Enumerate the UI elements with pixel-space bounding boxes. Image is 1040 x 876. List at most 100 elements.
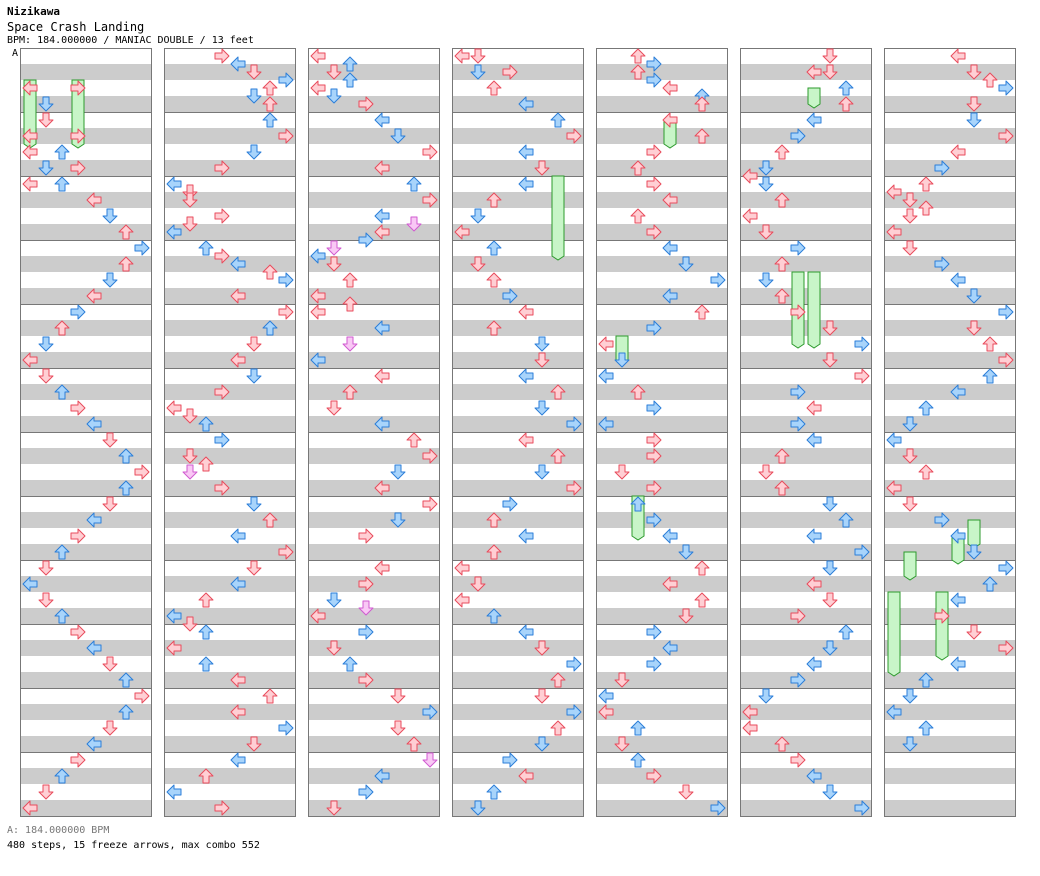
beat-stripe <box>20 704 152 720</box>
red-arrow <box>534 640 550 656</box>
beat-stripe <box>20 464 152 480</box>
beat-stripe <box>308 736 440 752</box>
blue-arrow <box>662 528 678 544</box>
freeze-arrow <box>967 519 981 549</box>
beat-stripe <box>884 752 1016 768</box>
beat-stripe <box>452 208 584 224</box>
red-arrow <box>102 496 118 512</box>
red-arrow <box>70 528 86 544</box>
beat-stripe <box>596 592 728 608</box>
beat-stripe <box>164 560 296 576</box>
beat-stripe <box>884 672 1016 688</box>
red-arrow <box>214 800 230 816</box>
red-arrow <box>518 432 534 448</box>
beat-stripe <box>308 192 440 208</box>
beat-stripe <box>596 784 728 800</box>
beat-stripe <box>740 544 872 560</box>
red-arrow <box>230 352 246 368</box>
beat-stripe <box>884 560 1016 576</box>
red-arrow <box>182 216 198 232</box>
beat-stripe <box>740 800 872 816</box>
beat-stripe <box>740 672 872 688</box>
blue-arrow <box>390 128 406 144</box>
red-arrow <box>950 144 966 160</box>
blue-arrow <box>630 752 646 768</box>
red-arrow <box>662 576 678 592</box>
beat-stripe <box>308 112 440 128</box>
beat-stripe <box>164 208 296 224</box>
red-arrow <box>806 400 822 416</box>
beat-stripe <box>740 560 872 576</box>
beat-stripe <box>308 160 440 176</box>
red-arrow <box>310 304 326 320</box>
red-arrow <box>374 560 390 576</box>
red-arrow <box>70 128 86 144</box>
beat-stripe <box>740 704 872 720</box>
beat-stripe <box>452 112 584 128</box>
blue-arrow <box>646 320 662 336</box>
red-arrow <box>454 592 470 608</box>
blue-arrow <box>614 352 630 368</box>
beat-stripe <box>596 160 728 176</box>
beat-stripe <box>452 640 584 656</box>
blue-arrow <box>230 56 246 72</box>
red-arrow <box>118 224 134 240</box>
blue-arrow <box>758 272 774 288</box>
beat-stripe <box>164 800 296 816</box>
beat-stripe <box>740 256 872 272</box>
beat-stripe <box>884 304 1016 320</box>
red-arrow <box>470 48 486 64</box>
red-arrow <box>310 288 326 304</box>
red-arrow <box>742 704 758 720</box>
column-border <box>596 48 728 817</box>
beat-stripe <box>308 128 440 144</box>
red-arrow <box>998 352 1014 368</box>
beat-stripe <box>308 304 440 320</box>
beat-stripe <box>452 80 584 96</box>
beat-stripe <box>596 112 728 128</box>
red-arrow <box>166 640 182 656</box>
step-statistics: 480 steps, 15 freeze arrows, max combo 5… <box>7 840 260 851</box>
red-arrow <box>422 496 438 512</box>
red-arrow <box>454 48 470 64</box>
red-arrow <box>134 688 150 704</box>
beat-stripe <box>164 144 296 160</box>
beat-stripe <box>884 320 1016 336</box>
red-arrow <box>422 144 438 160</box>
red-arrow <box>262 688 278 704</box>
red-arrow <box>774 480 790 496</box>
red-arrow <box>326 400 342 416</box>
beat-stripe <box>884 64 1016 80</box>
red-arrow <box>614 736 630 752</box>
blue-arrow <box>246 144 262 160</box>
blue-arrow <box>230 576 246 592</box>
blue-arrow <box>854 800 870 816</box>
red-arrow <box>806 576 822 592</box>
beat-stripe <box>164 512 296 528</box>
beat-stripe <box>20 400 152 416</box>
beat-stripe <box>596 224 728 240</box>
red-arrow <box>886 480 902 496</box>
blue-arrow <box>326 592 342 608</box>
red-arrow <box>694 128 710 144</box>
red-arrow <box>758 464 774 480</box>
beat-stripe <box>740 368 872 384</box>
beat-stripe <box>740 784 872 800</box>
beat-stripe <box>740 464 872 480</box>
red-arrow <box>678 608 694 624</box>
beat-stripe <box>452 496 584 512</box>
blue-arrow <box>342 72 358 88</box>
beat-stripe <box>20 480 152 496</box>
beat-stripe <box>452 528 584 544</box>
beat-stripe <box>20 224 152 240</box>
beat-stripe <box>308 688 440 704</box>
red-arrow <box>374 160 390 176</box>
red-arrow <box>70 752 86 768</box>
beat-stripe <box>596 384 728 400</box>
blue-arrow <box>54 176 70 192</box>
beat-stripe <box>452 240 584 256</box>
beat-stripe <box>20 560 152 576</box>
red-arrow <box>646 432 662 448</box>
beat-stripe <box>20 592 152 608</box>
beat-stripe <box>596 640 728 656</box>
